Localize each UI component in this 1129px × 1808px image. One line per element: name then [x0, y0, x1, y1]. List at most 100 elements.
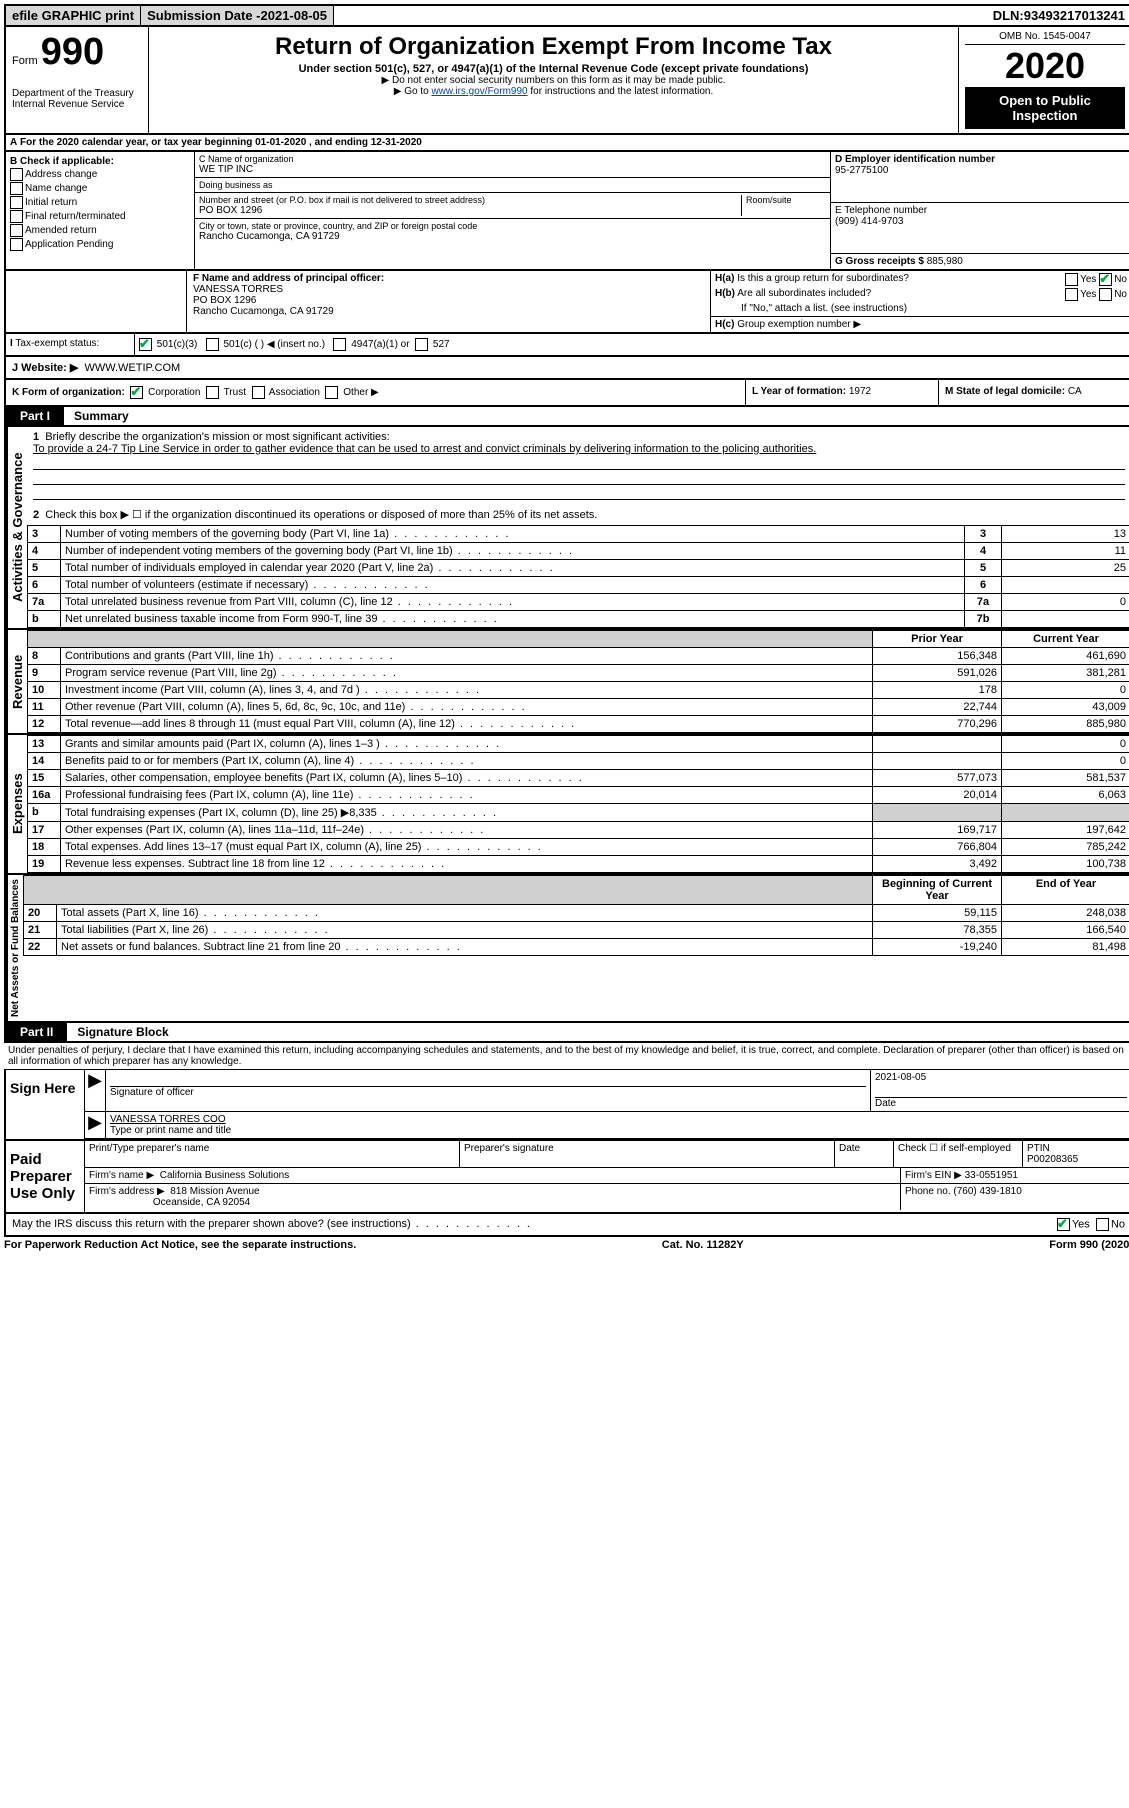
part2-no: Part II [6, 1023, 67, 1041]
date-label: Date [875, 1098, 896, 1109]
page-footer: For Paperwork Reduction Act Notice, see … [4, 1237, 1129, 1253]
ha-yes-cb[interactable] [1065, 273, 1078, 286]
hc-text: Group exemption number ▶ [737, 319, 861, 330]
hc-label: H(c) [715, 319, 734, 330]
table-row: 3Number of voting members of the governi… [28, 526, 1129, 543]
form-prefix: Form [12, 55, 38, 67]
ha-no: No [1114, 274, 1127, 285]
period-row: A For the 2020 calendar year, or tax yea… [4, 135, 1129, 152]
table-row: 19Revenue less expenses. Subtract line 1… [28, 856, 1129, 873]
period-mid: , and ending [309, 137, 371, 148]
net-assets-table: Beginning of Current Year End of Year 20… [23, 875, 1129, 956]
hb-label: H(b) [715, 288, 735, 299]
part2-header: Part II Signature Block [4, 1023, 1129, 1043]
table-row: 11Other revenue (Part VIII, column (A), … [28, 699, 1129, 716]
cb-corp[interactable] [130, 386, 143, 399]
org-name: WE TIP INC [199, 164, 826, 175]
hb-yes-cb[interactable] [1065, 288, 1078, 301]
lbl-527: 527 [433, 339, 450, 350]
discuss-no-cb[interactable] [1096, 1218, 1109, 1231]
side-expenses: Expenses [6, 735, 27, 873]
officer-addr2: Rancho Cucamonga, CA 91729 [193, 306, 334, 317]
begin-year-header: Beginning of Current Year [873, 876, 1002, 905]
expenses-table: 13Grants and similar amounts paid (Part … [27, 735, 1129, 873]
discuss-yes-cb[interactable] [1057, 1218, 1070, 1231]
table-row: 12Total revenue—add lines 8 through 11 (… [28, 716, 1129, 733]
ha-no-cb[interactable] [1099, 273, 1112, 286]
note-ssn: ▶ Do not enter social security numbers o… [155, 75, 952, 86]
cb-final[interactable]: Final return/terminated [10, 210, 190, 223]
city-label: City or town, state or province, country… [199, 221, 826, 231]
dba-label: Doing business as [199, 180, 826, 190]
dept-treasury: Department of the Treasury Internal Reve… [12, 88, 142, 110]
website-url: WWW.WETIP.COM [84, 362, 180, 374]
revenue-table: Prior Year Current Year 8Contributions a… [27, 630, 1129, 733]
current-year-header: Current Year [1002, 631, 1129, 648]
lbl-501c3: 501(c)(3) [157, 339, 198, 350]
box-c: C Name of organization WE TIP INC Doing … [195, 152, 830, 269]
arrow-icon: ▶ [85, 1070, 106, 1111]
cb-trust[interactable] [206, 386, 219, 399]
hb-note: If "No," attach a list. (see instruction… [711, 301, 1129, 316]
cb-4947[interactable] [333, 338, 346, 351]
irs-link[interactable]: www.irs.gov/Form990 [431, 86, 527, 97]
officer-addr1: PO BOX 1296 [193, 295, 256, 306]
side-net-assets: Net Assets or Fund Balances [6, 875, 23, 1021]
efile-print-btn[interactable]: efile GRAPHIC print [6, 6, 141, 25]
type-name-label: Type or print name and title [110, 1125, 231, 1136]
table-row: 4Number of independent voting members of… [28, 543, 1129, 560]
tax-status-row: I Tax-exempt status: 501(c)(3) 501(c) ( … [4, 334, 1129, 357]
cb-name-change[interactable]: Name change [10, 182, 190, 195]
paid-preparer-label: Paid Preparer Use Only [6, 1141, 85, 1212]
table-row: 5Total number of individuals employed in… [28, 560, 1129, 577]
phone-label: E Telephone number [835, 205, 927, 216]
cb-assoc[interactable] [252, 386, 265, 399]
lbl-4947: 4947(a)(1) or [351, 339, 409, 350]
cb-final-label: Final return/terminated [25, 211, 126, 222]
cb-501c[interactable] [206, 338, 219, 351]
cb-pending[interactable]: Application Pending [10, 238, 190, 251]
box-h: H(a) Is this a group return for subordin… [710, 271, 1129, 332]
box-b: B Check if applicable: Address change Na… [6, 152, 195, 269]
room-label: Room/suite [746, 195, 826, 205]
ha-label: H(a) [715, 273, 734, 284]
form-number: 990 [41, 31, 104, 74]
q2-text: Check this box ▶ ☐ if the organization d… [45, 509, 597, 521]
table-row: 10Investment income (Part VIII, column (… [28, 682, 1129, 699]
firm-ein: 33-0551951 [965, 1170, 1018, 1181]
subdate-label: Submission Date - [147, 8, 260, 23]
hb-text: Are all subordinates included? [737, 288, 871, 299]
hb-yes: Yes [1080, 289, 1096, 300]
cb-amended[interactable]: Amended return [10, 224, 190, 237]
cb-501c3[interactable] [139, 338, 152, 351]
side-revenue: Revenue [6, 630, 27, 733]
prep-sig-label: Preparer's signature [464, 1143, 554, 1154]
dln-value: 93493217013241 [1024, 8, 1125, 23]
expenses-section: Expenses 13Grants and similar amounts pa… [4, 735, 1129, 875]
table-row: 13Grants and similar amounts paid (Part … [28, 736, 1129, 753]
table-row: 22Net assets or fund balances. Subtract … [24, 939, 1129, 956]
sig-officer-label: Signature of officer [110, 1087, 194, 1098]
note-link: ▶ Go to www.irs.gov/Form990 for instruct… [155, 86, 952, 97]
q1-label: Briefly describe the organization's miss… [45, 431, 389, 443]
form-number-block: Form 990 Department of the Treasury Inte… [6, 27, 149, 133]
street-addr: PO BOX 1296 [199, 205, 741, 216]
cb-addr-label: Address change [25, 169, 97, 180]
klm-row: K Form of organization: Corporation Trus… [4, 380, 1129, 407]
self-employed-check[interactable]: Check ☐ if self-employed [898, 1143, 1011, 1154]
period-end: 12-31-2020 [371, 137, 422, 148]
discuss-row: May the IRS discuss this return with the… [4, 1214, 1129, 1237]
table-row: 16aProfessional fundraising fees (Part I… [28, 787, 1129, 804]
cb-other[interactable] [325, 386, 338, 399]
ha-text: Is this a group return for subordinates? [737, 273, 909, 284]
note2-pre: ▶ Go to [394, 86, 432, 97]
cb-527[interactable] [415, 338, 428, 351]
officer-group-row: F Name and address of principal officer:… [4, 271, 1129, 334]
cb-initial[interactable]: Initial return [10, 196, 190, 209]
part2-title: Signature Block [67, 1023, 178, 1041]
cb-addr-change[interactable]: Address change [10, 168, 190, 181]
revenue-section: Revenue Prior Year Current Year 8Contrib… [4, 630, 1129, 735]
hb-no-cb[interactable] [1099, 288, 1112, 301]
firm-phone-label: Phone no. [905, 1186, 953, 1197]
box-k-label: K Form of organization: [12, 387, 125, 398]
